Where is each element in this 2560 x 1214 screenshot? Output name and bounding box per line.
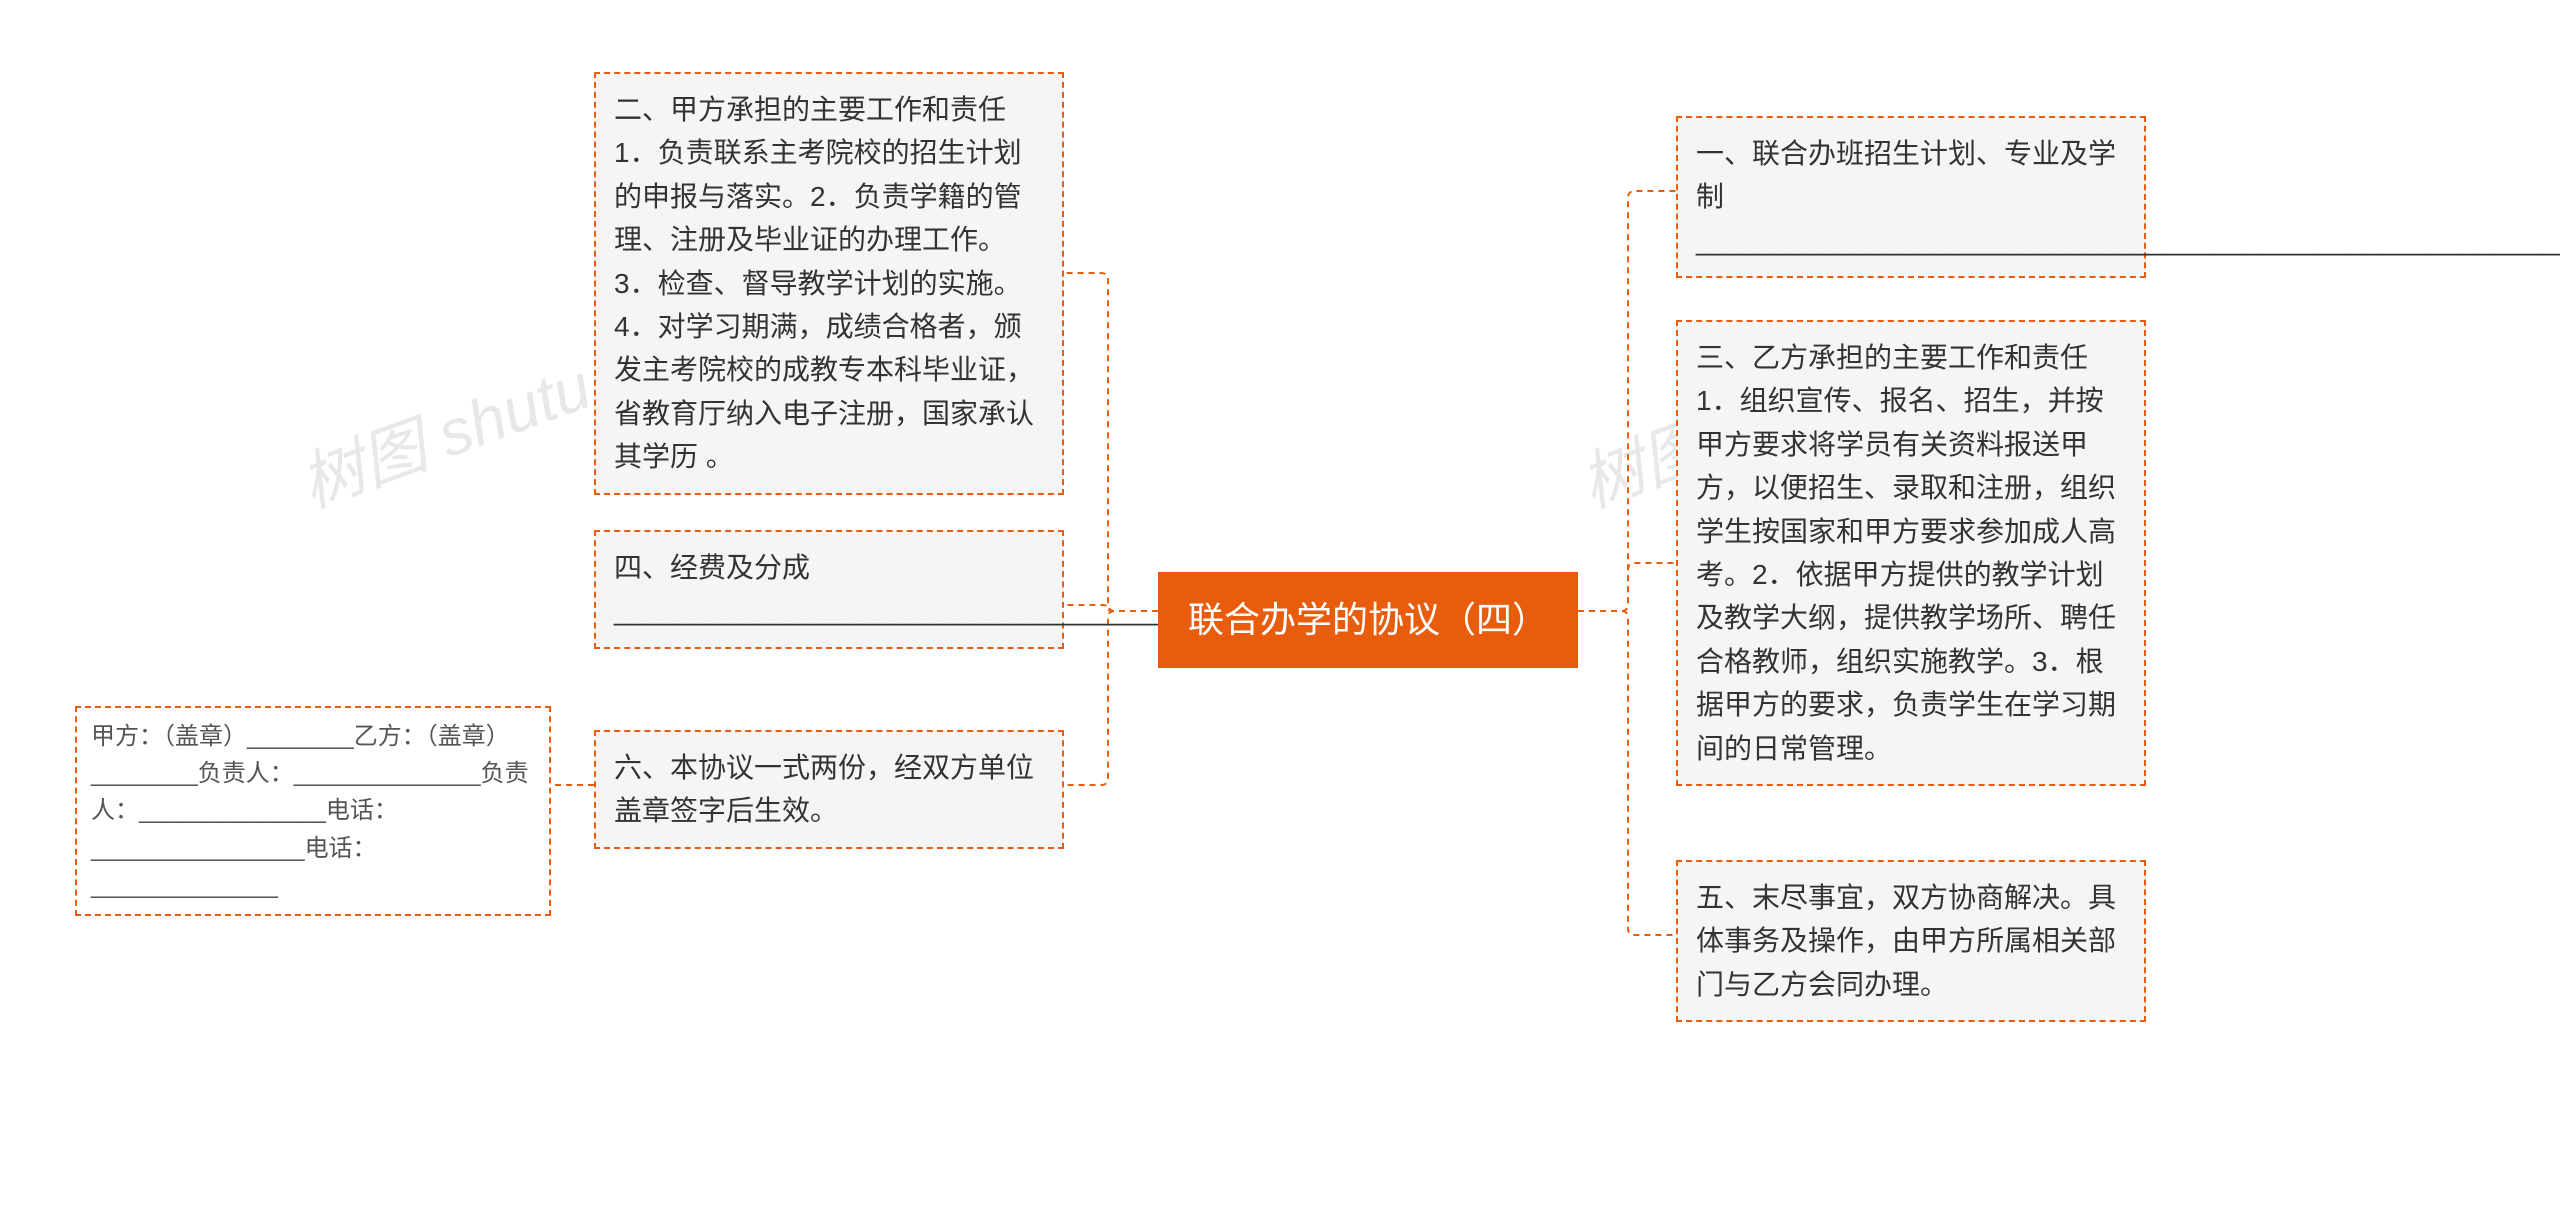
leaf-signatures[interactable]: 甲方：（盖章）________乙方：（盖章）________负责人：______…: [75, 706, 551, 916]
node-section5[interactable]: 五、末尽事宜，双方协商解决。具体事务及操作，由甲方所属相关部门与乙方会同办理。: [1676, 860, 2146, 1022]
node-section6[interactable]: 六、本协议一式两份，经双方单位盖章签字后生效。: [594, 730, 1064, 849]
root-node[interactable]: 联合办学的协议（四）: [1158, 572, 1578, 668]
node-section3[interactable]: 三、乙方承担的主要工作和责任1．组织宣传、报名、招生，并按甲方要求将学员有关资料…: [1676, 320, 2146, 786]
conn-root-left6: [1064, 611, 1158, 785]
node-section1[interactable]: 一、联合办班招生计划、专业及学制________________________…: [1676, 116, 2146, 278]
node-section2[interactable]: 二、甲方承担的主要工作和责任1．负责联系主考院校的招生计划的申报与落实。2．负责…: [594, 72, 1064, 495]
conn-root-right1: [1578, 191, 1676, 611]
conn-root-right5: [1578, 611, 1676, 935]
conn-root-right3: [1578, 563, 1676, 611]
conn-root-left2: [1064, 273, 1158, 611]
node-section4[interactable]: 四、经费及分成_________________________________…: [594, 530, 1064, 649]
